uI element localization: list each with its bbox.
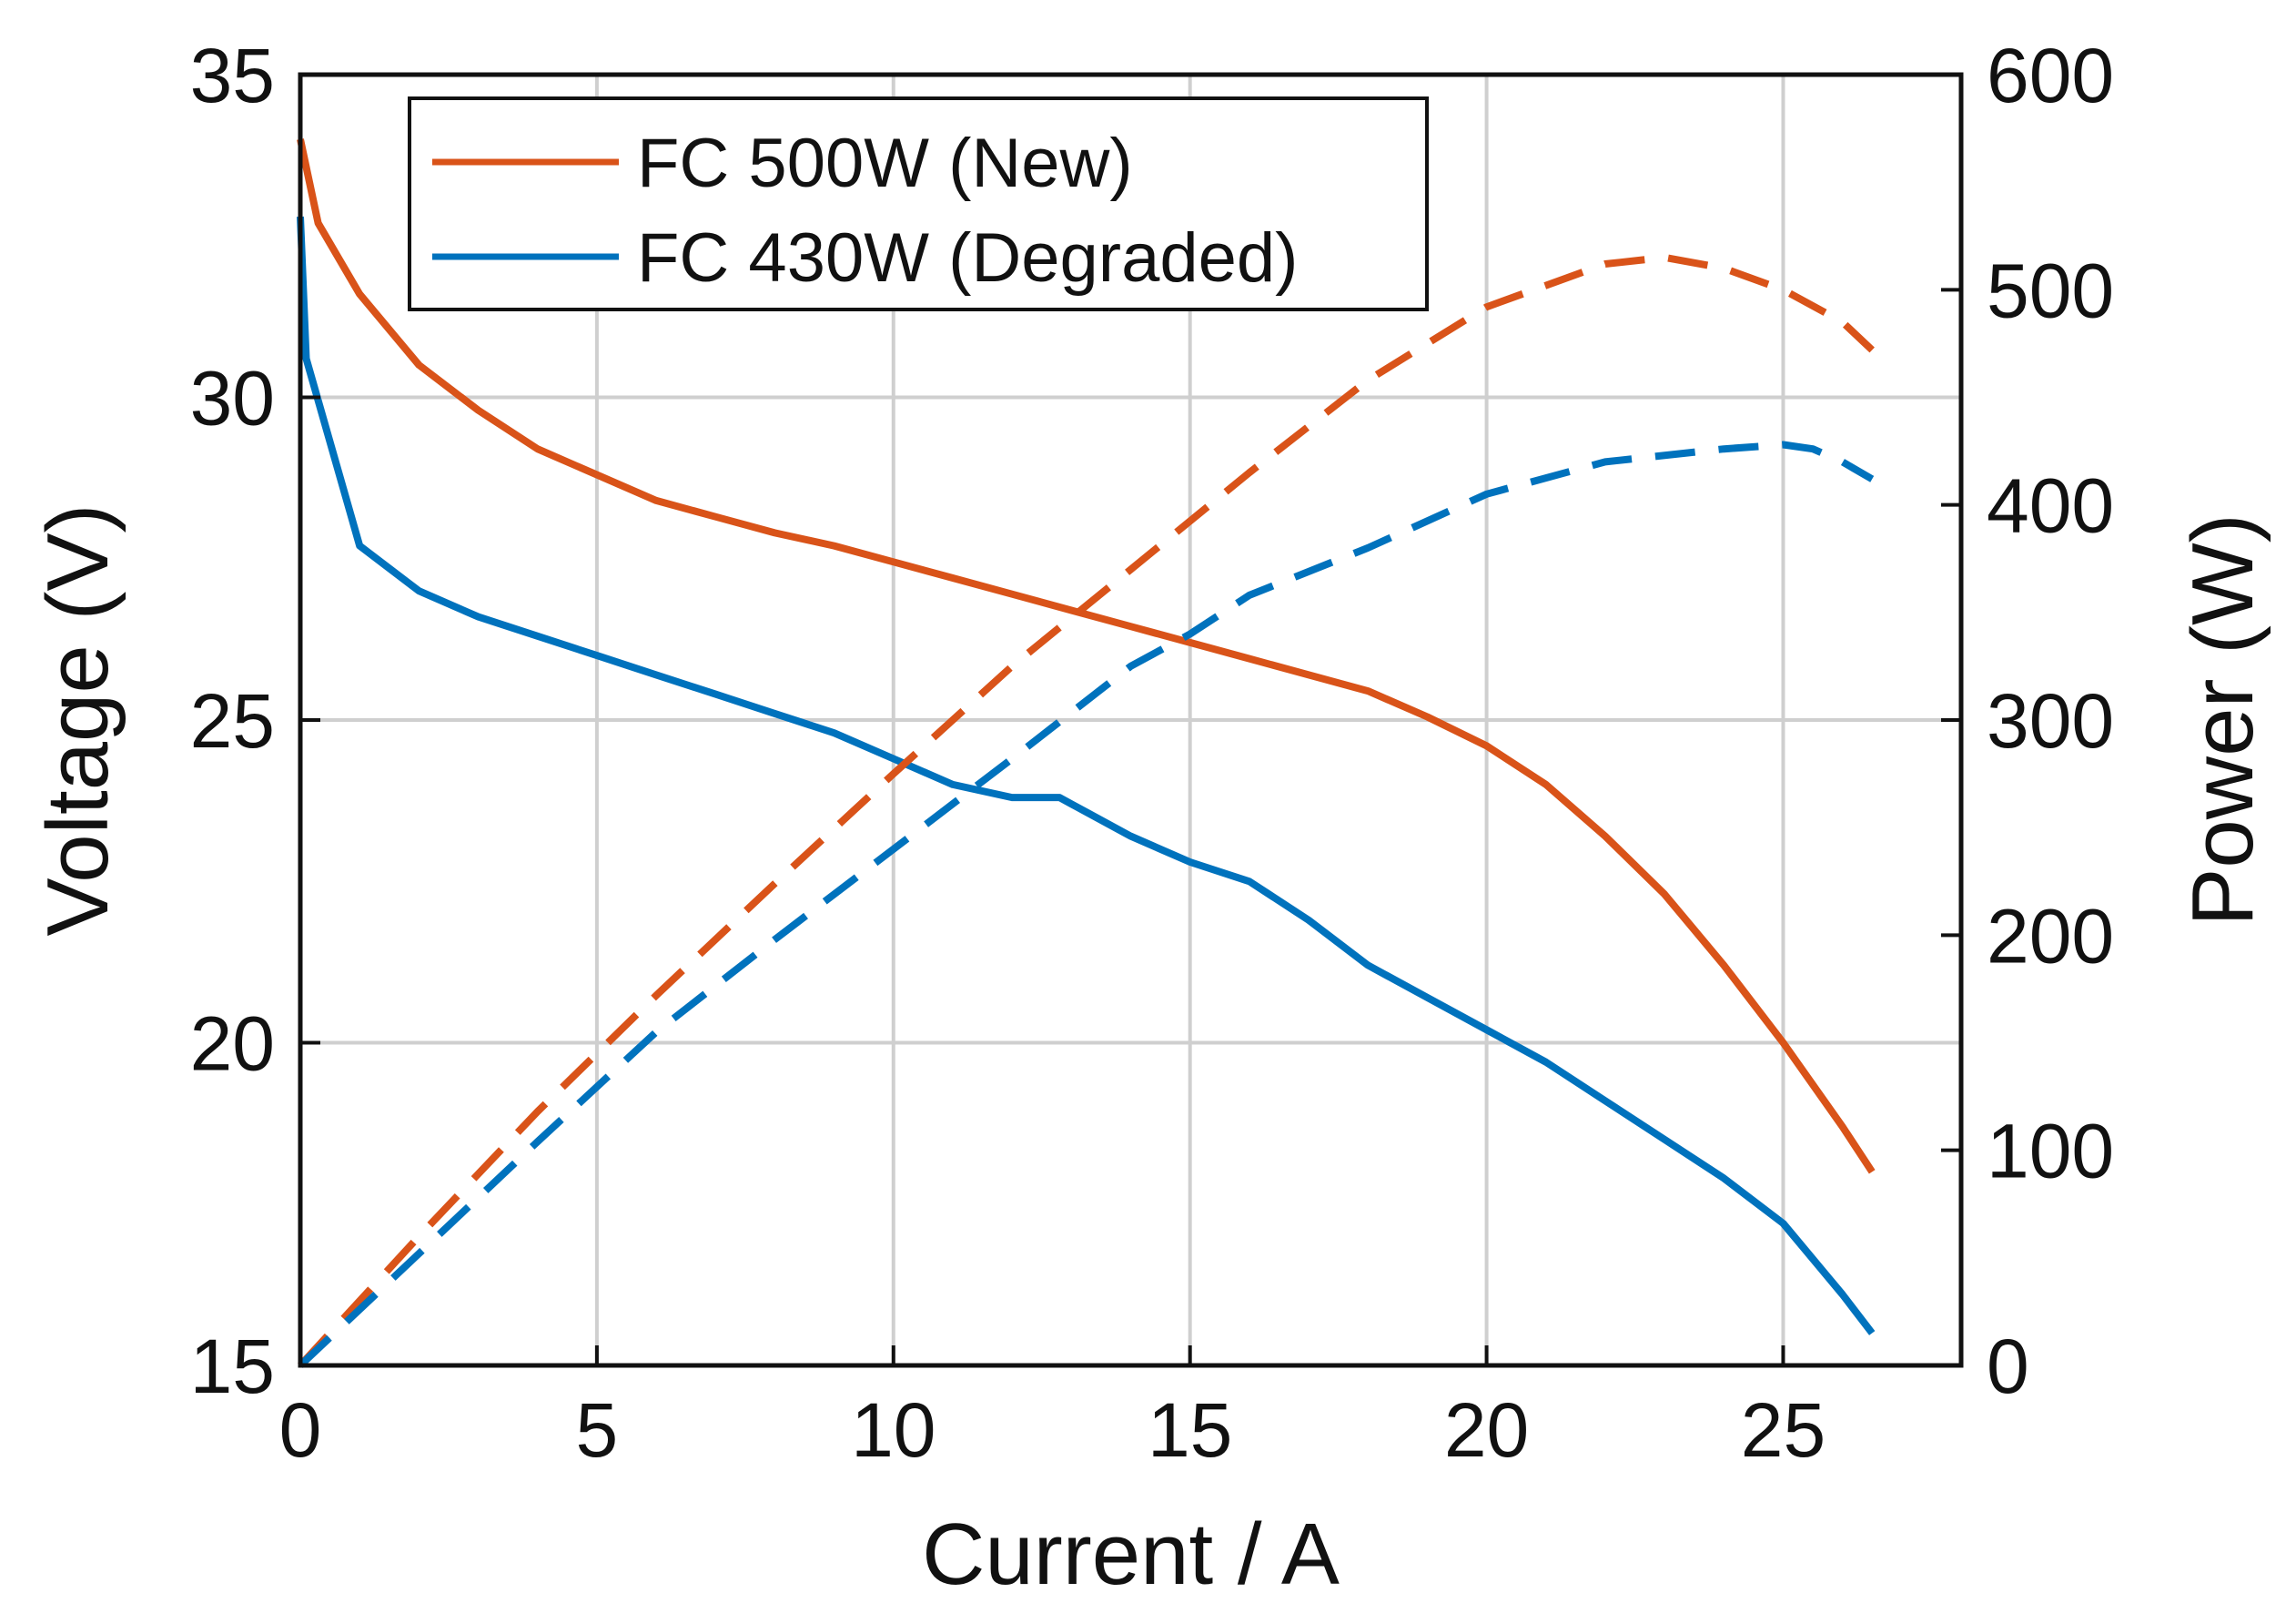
left-y-tick-label: 35 — [190, 33, 275, 118]
legend: FC 500W (New) FC 430W (Degraded) — [408, 96, 1429, 311]
right-y-axis-label: Power (W) — [2174, 513, 2271, 926]
legend-box — [408, 96, 1429, 311]
right-y-tick-label: 0 — [1987, 1324, 2029, 1409]
voltage-curve-degraded — [297, 216, 1876, 1335]
axis-ticks: 0 5 10 15 20 25 15 20 25 30 35 0 100 200 300 400 500 600 — [190, 33, 2115, 1473]
legend-label-new: FC 500W (New) — [637, 125, 1133, 202]
left-y-tick-label: 20 — [190, 1001, 275, 1087]
left-y-axis-label: Voltage (V) — [29, 504, 126, 937]
data-series — [297, 138, 1876, 1368]
right-y-tick-label: 100 — [1987, 1109, 2114, 1194]
left-y-tick-label: 30 — [190, 356, 275, 441]
voltage-curve-new — [297, 138, 1876, 1174]
right-y-tick-label: 600 — [1987, 33, 2114, 118]
x-tick-label: 0 — [279, 1387, 322, 1473]
right-y-tick-label: 300 — [1987, 678, 2114, 764]
power-curve-new — [298, 253, 1875, 1368]
x-tick-label: 10 — [851, 1387, 936, 1473]
x-tick-label: 25 — [1741, 1387, 1826, 1473]
x-axis-label: Current / A — [922, 1506, 1340, 1603]
legend-label-degraded: FC 430W (Degraded) — [637, 219, 1299, 297]
x-tick-label: 15 — [1148, 1387, 1232, 1473]
right-y-tick-label: 500 — [1987, 248, 2114, 333]
power-curve-degraded — [298, 441, 1875, 1368]
x-tick-label: 20 — [1444, 1387, 1529, 1473]
right-y-tick-label: 400 — [1987, 463, 2114, 549]
left-y-tick-label: 15 — [190, 1324, 275, 1409]
right-y-tick-label: 200 — [1987, 893, 2114, 979]
x-tick-label: 5 — [576, 1387, 619, 1473]
left-y-tick-label: 25 — [190, 678, 275, 764]
